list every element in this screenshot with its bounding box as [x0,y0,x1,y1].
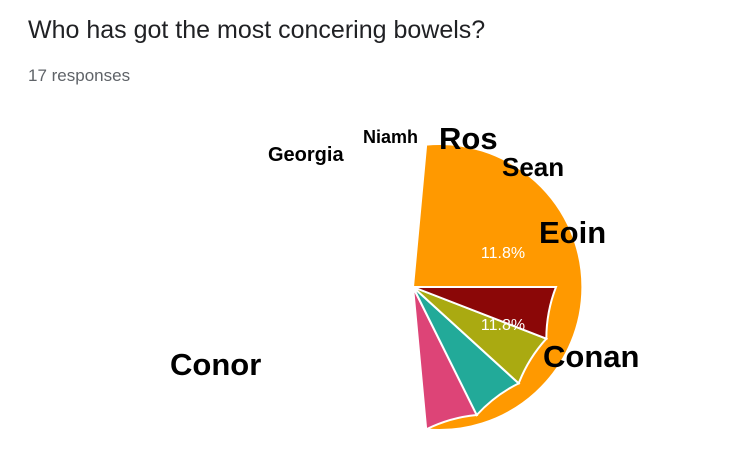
slice-label-georgia: Georgia [268,144,344,166]
response-count: 17 responses [28,66,131,85]
slice-label-eoin: Eoin [539,215,606,250]
percent-labels: 11.8% 11.8% 52.9% [315,245,525,364]
slice-label-conor: Conor [170,347,261,382]
question-title: Who has got the most concering bowels? [28,16,486,44]
percent-label-conor: 52.9% [315,347,360,364]
percent-label-conan: 11.8% [481,317,525,334]
slice-label-sean: Sean [502,152,564,182]
pie-slices [410,142,584,431]
slice-label-niamh: Niamh [363,127,418,147]
slice-label-conan: Conan [543,339,639,374]
pie-slice-sean [412,286,558,341]
slice-label-ros: Ros [439,121,498,156]
percent-label-eoin: 11.8% [481,245,525,262]
